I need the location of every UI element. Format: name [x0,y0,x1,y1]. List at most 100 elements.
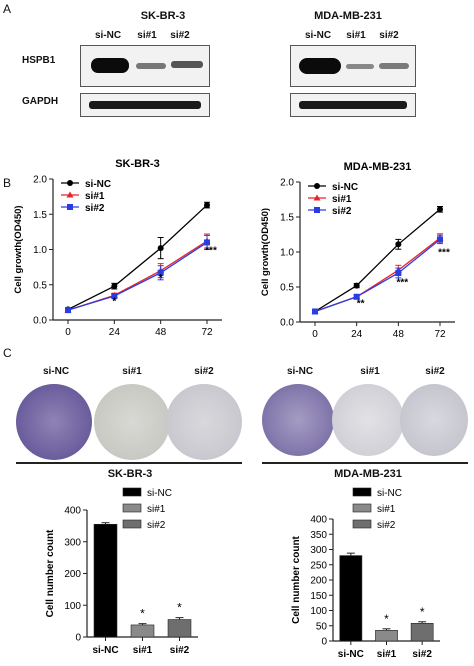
legend-marker [67,204,73,210]
y-tick-label: 0 [75,633,81,644]
growth-chart-mdamb231: MDA-MB-231 0.0 0.5 1.0 1.5 2.0 0 24 48 72 Cell gro… [260,161,455,340]
y-tick-label: 0.0 [33,316,47,327]
data-point [395,241,402,248]
x-tick-label: si-NC [338,649,364,660]
bar [339,555,363,642]
bar-chart-mdamb231: 0 50 100 150 200 250 300 350 400 Cell number coun… [291,487,440,660]
data-point [437,236,443,243]
colony-plate-si2-mdamb231 [400,384,468,456]
significance-mark: *** [205,246,217,257]
y-tick-label: 200 [310,576,327,587]
y-tick-label: 1.0 [33,245,47,256]
blot-title-skbr3: SK-BR-3 [140,10,186,22]
data-point [353,282,360,289]
band [171,61,203,68]
legend-label: si-NC [147,488,172,499]
legend-swatch [122,503,142,513]
x-tick-label: si#2 [170,645,190,656]
group-divider [262,462,468,464]
legend-marker [313,194,321,201]
data-point [65,307,71,314]
legend-label: si#2 [147,520,166,531]
x-tick-label: 0 [65,327,71,338]
growth-curves: SK-BR-3 0.0 0.5 1.0 1.5 2.0 0 24 48 72 Cell growth… [13,158,455,340]
data-point [111,293,118,300]
blot-gapdh-mdamb231 [290,93,416,117]
x-tick-label: si-NC [92,645,118,656]
y-axis-label: Cell growth(OD450) [260,208,271,296]
significance-mark: *** [396,278,408,289]
plate-label: si#1 [360,366,380,377]
colony-plate-si-nc-skbr3 [16,384,92,460]
legend-label: si#1 [332,194,352,205]
bar [130,624,155,638]
legend-label: si#1 [147,504,166,515]
data-point [157,245,164,252]
legend-label: si#1 [377,504,396,515]
legend-label: si#2 [85,203,105,214]
y-tick-label: 1.5 [33,210,47,221]
bar [410,623,434,642]
band [379,63,409,69]
legend-marker [314,183,320,189]
group-divider [16,462,242,464]
x-tick-label: si#1 [133,645,153,656]
legend-marker [314,207,320,213]
significance-mark: ** [357,299,365,310]
data-point [157,269,164,276]
x-tick-label: 72 [434,329,446,340]
y-tick-label: 400 [310,515,327,526]
band [346,64,374,69]
band [299,58,341,74]
lane-label: si#2 [170,30,190,41]
legend-label: si#2 [377,520,396,531]
series-line [67,241,208,311]
y-axis-label: Cell number count [45,529,56,617]
y-tick-label: 0 [321,637,327,648]
blot-hspb1-mdamb231 [290,45,416,87]
x-tick-label: 72 [201,327,213,338]
x-tick-label: 48 [155,327,167,338]
chart-title: SK-BR-3 [115,158,160,170]
legend-label: si-NC [377,488,402,499]
significance-mark: * [159,273,163,284]
x-tick-label: 24 [109,327,121,338]
x-tick-label: si#2 [412,649,432,660]
legend-swatch [122,487,142,497]
data-point [395,270,402,276]
significance-mark: * [112,296,116,307]
blot-hspb1-skbr3 [80,45,210,87]
plate-label: si-NC [286,366,314,377]
plate-label: si-NC [42,366,70,377]
y-tick-label: 350 [310,530,327,541]
x-tick-label: 24 [351,329,363,340]
y-tick-label: 50 [316,621,328,632]
row-label-gapdh: GAPDH [22,96,59,107]
legend-swatch [122,519,142,529]
legend-label: si-NC [85,179,111,190]
colony-plate-si1-mdamb231 [332,384,404,456]
chart-title: MDA-MB-231 [344,161,412,173]
plate-label: si#2 [425,366,445,377]
panel-letter-a: A [3,2,12,16]
significance-mark: * [420,605,425,619]
y-tick-label: 0.5 [280,283,294,294]
blot-title-mdamb231: MDA-MB-231 [314,10,382,22]
legend-label: si-NC [332,182,358,193]
data-point [312,308,318,315]
data-point [204,202,210,209]
band [136,63,166,69]
legend-swatch [352,487,372,497]
bar [93,523,118,638]
legend-swatch [352,503,372,513]
y-tick-label: 150 [310,591,327,602]
colony-title-mdamb231: MDA-MB-231 [334,468,402,480]
row-label-hspb1: HSPB1 [22,55,56,66]
band [91,58,129,73]
legend-swatch [352,519,372,529]
x-tick-label: 0 [312,329,318,340]
plate-label: si#2 [194,366,214,377]
y-axis-label: Cell number count [291,535,302,623]
data-point [204,239,210,246]
lane-label: si-NC [94,30,122,41]
